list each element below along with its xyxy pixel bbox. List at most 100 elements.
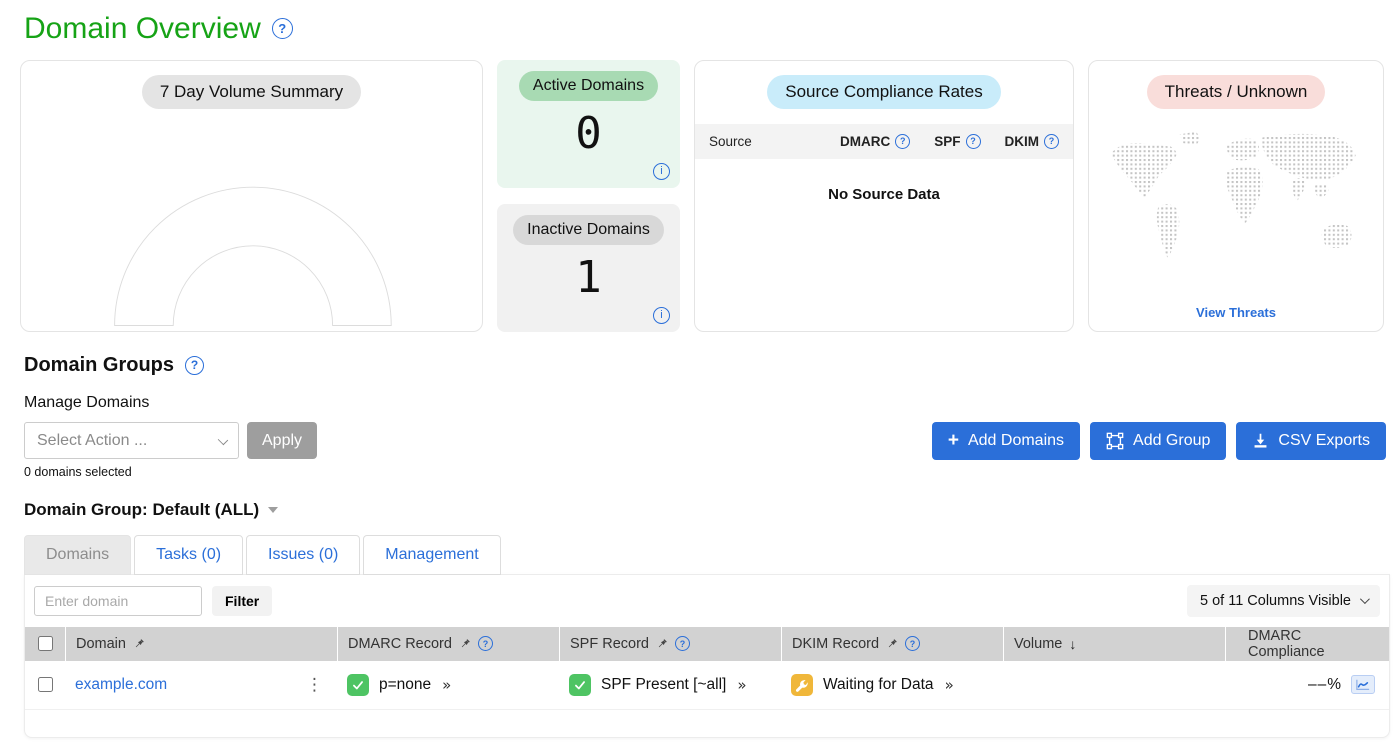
check-icon [569, 673, 591, 696]
view-threats-link[interactable]: View Threats [1196, 304, 1276, 320]
action-select-wrap: Select Action ... [24, 422, 239, 459]
columns-visible-dropdown[interactable]: 5 of 11 Columns Visible [1187, 584, 1380, 617]
pin-column-icon[interactable] [133, 638, 145, 650]
details-chevron: » [944, 675, 954, 694]
inactive-domains-count: 1 [575, 251, 602, 303]
page-title: Domain Overview [24, 12, 261, 45]
active-domains-count: 0 [575, 107, 602, 159]
spf-status-text: SPF Present [~all] [601, 675, 727, 693]
volume-summary-title: 7 Day Volume Summary [141, 74, 362, 109]
volume-gauge-chart [113, 186, 392, 326]
table-empty-space [25, 710, 1389, 737]
dmarc-help-icon[interactable] [895, 133, 911, 149]
dmarc-compliance-cell: ––% [1225, 661, 1389, 709]
summary-cards-row: 7 Day Volume Summary Active Domains 0 In… [20, 59, 1388, 332]
dkim-record-cell[interactable]: Waiting for Data » [781, 661, 1003, 709]
details-chevron: » [442, 675, 452, 694]
table-header-row: Domain DMARC Record [25, 626, 1389, 661]
domain-cell: example.com ⋮ [65, 661, 337, 709]
details-chevron: » [737, 675, 747, 694]
csv-exports-button[interactable]: CSV Exports [1236, 421, 1386, 460]
threats-title: Threats / Unknown [1146, 74, 1326, 109]
column-header-dkim-record[interactable]: DKIM Record [781, 626, 1003, 661]
dmarc-record-help-icon[interactable] [477, 636, 493, 651]
select-all-checkbox[interactable] [38, 636, 53, 651]
row-checkbox[interactable] [38, 677, 53, 692]
chevron-down-icon [1359, 594, 1370, 605]
tab-issues[interactable]: Issues (0) [246, 534, 361, 575]
column-header-spf-record[interactable]: SPF Record [559, 626, 781, 661]
column-header-dmarc-compliance[interactable]: DMARC Compliance [1225, 626, 1389, 661]
dkim-record-help-icon[interactable] [905, 636, 921, 651]
manage-controls-row: Select Action ... Apply + Add Domains [20, 421, 1388, 460]
threats-card: Threats / Unknown [1088, 59, 1384, 332]
wrench-icon [791, 673, 813, 696]
dkim-column-label: DKIM [1005, 133, 1059, 149]
dkim-status-text: Waiting for Data [823, 675, 934, 693]
inactive-domains-info-icon[interactable] [653, 306, 670, 324]
domain-groups-title: Domain Groups [24, 353, 175, 376]
dmarc-column-label: DMARC [840, 133, 911, 149]
domain-action-buttons: + Add Domains Add Group [931, 421, 1386, 460]
domain-groups-help-icon[interactable] [185, 355, 205, 375]
page-help-icon[interactable] [271, 18, 293, 40]
world-map-image [1111, 131, 1356, 258]
dkim-help-icon[interactable] [1044, 133, 1059, 149]
dmarc-status-text: p=none [379, 675, 432, 693]
domain-groups-header: Domain Groups [20, 354, 1388, 377]
row-menu-icon[interactable]: ⋮ [306, 674, 323, 695]
domain-filter-input[interactable] [34, 585, 202, 616]
apply-button[interactable]: Apply [247, 422, 318, 459]
spf-record-cell[interactable]: SPF Present [~all] » [559, 661, 781, 709]
table-row: example.com ⋮ p=none » SPF Present [~all… [25, 660, 1389, 710]
pin-column-icon[interactable] [459, 638, 471, 650]
spf-column-label: SPF [934, 133, 981, 149]
domain-count-column: Active Domains 0 Inactive Domains 1 [497, 59, 680, 332]
select-all-cell [25, 627, 65, 661]
pin-column-icon[interactable] [886, 638, 898, 650]
sort-descending-icon[interactable]: ↓ [1069, 635, 1077, 652]
object-group-icon [1106, 432, 1124, 450]
source-compliance-title: Source Compliance Rates [767, 74, 1001, 109]
inactive-domains-title: Inactive Domains [513, 214, 664, 245]
download-icon [1252, 432, 1269, 449]
domain-link[interactable]: example.com [75, 675, 168, 693]
domains-table-card: Filter 5 of 11 Columns Visible Domain [24, 573, 1390, 738]
row-select-cell [25, 661, 65, 709]
tab-tasks[interactable]: Tasks (0) [134, 534, 244, 575]
inactive-domains-card: Inactive Domains 1 [497, 203, 680, 332]
action-controls: Select Action ... Apply [24, 422, 318, 459]
check-icon [347, 673, 369, 696]
pin-column-icon[interactable] [656, 638, 668, 650]
column-header-domain[interactable]: Domain [65, 626, 337, 661]
no-source-data-text: No Source Data [828, 185, 940, 203]
active-domains-info-icon[interactable] [653, 162, 670, 180]
add-group-button[interactable]: Add Group [1090, 421, 1227, 460]
column-header-volume[interactable]: Volume ↓ [1003, 626, 1225, 661]
spf-record-help-icon[interactable] [674, 636, 690, 651]
domains-selected-caption: 0 domains selected [24, 464, 132, 479]
active-domains-title: Active Domains [518, 70, 659, 101]
source-column-label: Source [709, 133, 752, 149]
source-compliance-header-row: Source DMARC SPF DKIM [695, 123, 1073, 159]
active-domains-card: Active Domains 0 [497, 59, 680, 188]
volume-summary-card: 7 Day Volume Summary [20, 59, 483, 332]
domain-group-selector[interactable]: Domain Group: Default (ALL) [20, 500, 279, 520]
plus-icon: + [947, 430, 959, 451]
spf-help-icon[interactable] [965, 133, 981, 149]
dmarc-record-cell[interactable]: p=none » [337, 661, 559, 709]
tab-management[interactable]: Management [363, 534, 501, 575]
tab-domains[interactable]: Domains [24, 534, 132, 575]
filter-button[interactable]: Filter [212, 585, 273, 616]
compliance-chart-icon[interactable] [1351, 675, 1375, 694]
column-header-dmarc-record[interactable]: DMARC Record [337, 626, 559, 661]
compliance-value: ––% [1307, 675, 1342, 693]
dropdown-triangle-icon [268, 506, 279, 513]
add-domains-button[interactable]: + Add Domains [931, 421, 1081, 460]
source-compliance-card: Source Compliance Rates Source DMARC SPF… [694, 59, 1074, 332]
filter-row: Filter 5 of 11 Columns Visible [25, 575, 1389, 627]
volume-cell [1003, 661, 1225, 709]
action-select[interactable]: Select Action ... [24, 422, 239, 459]
domain-group-tabs: Domains Tasks (0) Issues (0) Management [20, 534, 1388, 575]
